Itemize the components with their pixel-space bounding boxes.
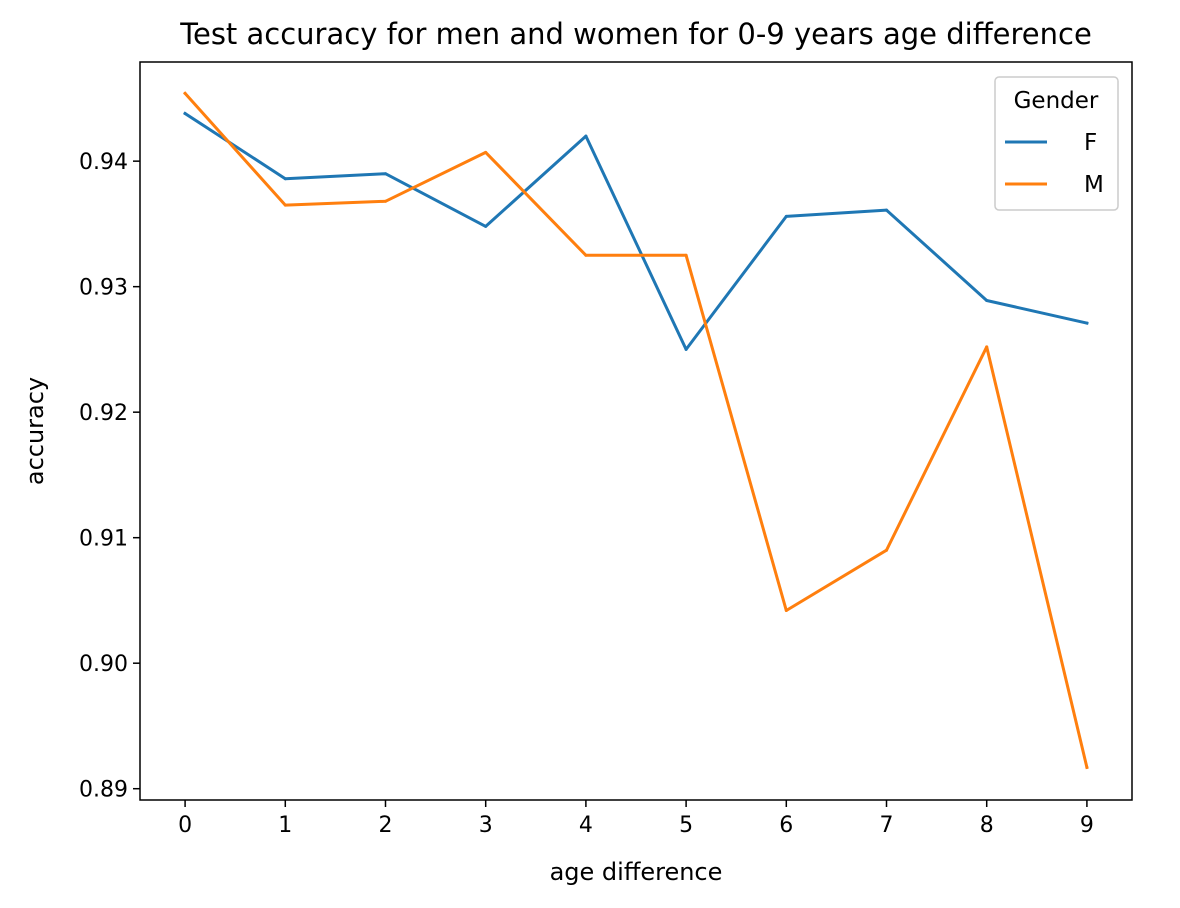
y-tick-label: 0.90 — [79, 652, 128, 677]
data-point-M-5 — [684, 253, 688, 257]
y-tick-label: 0.93 — [79, 276, 128, 301]
y-tick-label: 0.94 — [79, 150, 128, 175]
x-axis-label: age difference — [550, 858, 723, 886]
legend-label-F: F — [1084, 130, 1097, 156]
x-tick-label: 2 — [378, 813, 392, 838]
data-point-F-0 — [183, 112, 187, 115]
data-point-M-2 — [384, 199, 387, 203]
data-point-M-7 — [885, 548, 888, 552]
series-line-F — [183, 111, 1089, 351]
x-tick-label: 7 — [880, 813, 894, 838]
data-point-F-2 — [384, 172, 387, 176]
y-tick-label: 0.92 — [79, 401, 128, 426]
data-point-F-1 — [283, 177, 287, 181]
data-point-M-6 — [784, 609, 788, 612]
legend-title: Gender — [1014, 88, 1099, 114]
data-point-F-6 — [784, 214, 788, 218]
x-tick-label: 9 — [1080, 813, 1094, 838]
x-tick-label: 8 — [980, 813, 994, 838]
x-tick-label: 3 — [479, 813, 493, 838]
legend-box — [994, 76, 1119, 211]
data-point-F-4 — [584, 134, 588, 138]
chart-title: Test accuracy for men and women for 0-9 … — [179, 17, 1092, 51]
x-tick-label: 0 — [178, 813, 192, 838]
data-point-M-1 — [283, 203, 287, 207]
y-axis-label: accuracy — [21, 377, 49, 485]
data-point-F-5 — [684, 347, 688, 351]
data-point-M-8 — [985, 345, 989, 349]
y-tick-label: 0.89 — [79, 778, 128, 803]
series-line-M — [182, 91, 1089, 770]
y-tick-label: 0.91 — [79, 527, 128, 552]
x-tick-label: 5 — [679, 813, 693, 838]
legend-items: FM — [1005, 130, 1104, 198]
legend: Gender FM — [994, 76, 1119, 211]
legend-label-M: M — [1084, 172, 1104, 198]
x-tick-label: 6 — [779, 813, 793, 838]
data-point-M-4 — [584, 253, 588, 257]
plot-frame — [139, 61, 1133, 801]
data-point-M-9 — [1085, 765, 1089, 769]
data-point-F-3 — [484, 224, 488, 228]
x-tick-label: 1 — [278, 813, 292, 838]
x-tick-label: 4 — [579, 813, 593, 838]
x-axis: 0 1 2 3 4 5 6 7 8 9 — [178, 800, 1094, 838]
plot-area — [140, 62, 1132, 800]
data-point-F-7 — [885, 208, 888, 212]
data-point-M-3 — [484, 150, 488, 154]
data-point-M-0 — [183, 91, 187, 95]
series-layer — [182, 91, 1089, 770]
data-point-F-8 — [985, 299, 989, 302]
y-axis: 0.89 0.90 0.91 0.92 0.93 0.94 — [79, 150, 140, 803]
data-point-F-9 — [1085, 321, 1089, 325]
